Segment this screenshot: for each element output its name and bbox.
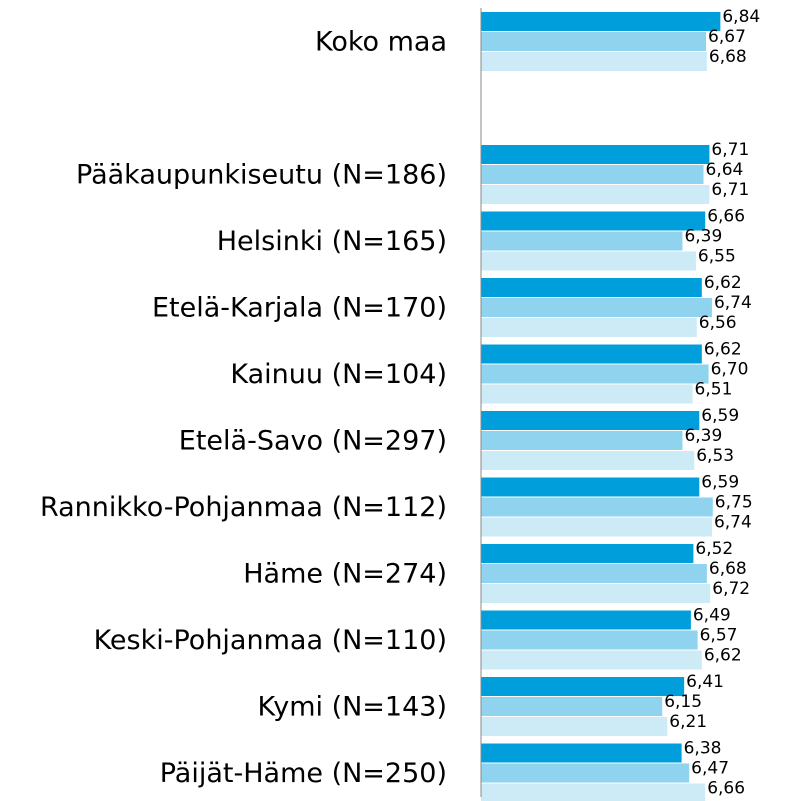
- bar: [481, 165, 704, 184]
- bar: [481, 344, 702, 364]
- bar: [481, 32, 707, 51]
- category-label: Päijät-Häme (N=250): [160, 758, 447, 789]
- value-label: 6,52: [695, 539, 733, 559]
- category-label: Häme (N=274): [243, 559, 447, 590]
- bar: [481, 497, 713, 517]
- bar: [481, 544, 694, 563]
- value-label: 6,68: [709, 47, 747, 67]
- value-label: 6,62: [704, 340, 742, 360]
- bar: [481, 697, 663, 716]
- value-label: 6,74: [714, 513, 752, 533]
- bar: [481, 231, 683, 251]
- value-label: 6,49: [693, 606, 731, 626]
- bar: [481, 610, 691, 630]
- bar: [481, 384, 693, 404]
- bar: [481, 251, 696, 271]
- bar: [481, 411, 700, 430]
- bar: [481, 211, 706, 231]
- value-label: 6,64: [706, 160, 744, 180]
- bar: [481, 677, 685, 696]
- value-label: 6,56: [699, 313, 737, 333]
- value-label: 6,72: [712, 579, 750, 599]
- value-label: 6,71: [711, 140, 749, 160]
- bar: [481, 364, 709, 384]
- bar: [481, 451, 695, 470]
- value-label: 6,66: [707, 207, 745, 227]
- value-label: 6,59: [701, 473, 739, 493]
- category-label: Etelä-Karjala (N=170): [152, 293, 447, 324]
- value-label: 6,39: [684, 426, 722, 446]
- value-label: 6,39: [684, 227, 722, 247]
- category-label: Koko maa: [315, 27, 447, 58]
- bar: [481, 517, 712, 537]
- value-label: 6,70: [711, 360, 749, 380]
- value-label: 6,57: [700, 626, 738, 646]
- bar: [481, 52, 707, 71]
- value-label: 6,68: [709, 559, 747, 579]
- value-label: 6,75: [715, 493, 753, 513]
- value-label: 6,41: [686, 672, 724, 692]
- bar: [481, 584, 711, 603]
- bar: [481, 650, 702, 670]
- bar: [481, 431, 683, 450]
- bar: [481, 630, 698, 650]
- value-label: 6,71: [711, 180, 749, 200]
- category-label: Helsinki (N=165): [217, 226, 447, 257]
- value-label: 6,53: [696, 446, 734, 466]
- bar: [481, 717, 668, 736]
- value-label: 6,38: [684, 739, 722, 759]
- category-label: Etelä-Savo (N=297): [179, 426, 447, 457]
- value-label: 6,62: [704, 273, 742, 293]
- category-label: Kainuu (N=104): [230, 359, 447, 390]
- bar: [481, 278, 702, 297]
- bar: [481, 318, 697, 337]
- bar: [481, 145, 710, 164]
- bar: [481, 477, 700, 497]
- value-label: 6,84: [722, 7, 760, 27]
- bar: [481, 763, 690, 783]
- bar: [481, 783, 706, 801]
- value-label: 6,15: [664, 692, 702, 712]
- value-label: 6,59: [701, 406, 739, 426]
- category-label: Keski-Pohjanmaa (N=110): [94, 625, 447, 656]
- value-label: 6,67: [708, 27, 746, 47]
- value-label: 6,66: [707, 779, 745, 799]
- value-label: 6,74: [714, 293, 752, 313]
- bar: [481, 743, 682, 763]
- value-label: 6,62: [704, 646, 742, 666]
- category-label: Kymi (N=143): [257, 692, 447, 723]
- category-label: Pääkaupunkiseutu (N=186): [76, 160, 447, 191]
- bar: [481, 12, 721, 31]
- value-label: 6,51: [695, 380, 733, 400]
- category-label: Rannikko-Pohjanmaa (N=112): [40, 492, 447, 523]
- value-label: 6,21: [669, 712, 707, 732]
- bar: [481, 185, 710, 204]
- bar: [481, 564, 707, 583]
- value-label: 6,47: [691, 759, 729, 779]
- value-label: 6,55: [698, 247, 736, 267]
- bar: [481, 298, 712, 317]
